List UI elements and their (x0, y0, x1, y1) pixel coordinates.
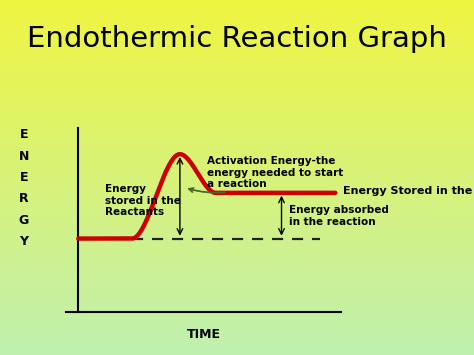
Text: G: G (18, 214, 29, 226)
Text: Energy
stored in the
Reactants: Energy stored in the Reactants (105, 184, 181, 218)
Text: N: N (18, 150, 29, 163)
Text: Y: Y (19, 235, 28, 248)
Text: Endothermic Reaction Graph: Endothermic Reaction Graph (27, 25, 447, 53)
Text: Energy absorbed
in the reaction: Energy absorbed in the reaction (289, 205, 389, 226)
Text: Activation Energy-the
energy needed to start
a reaction: Activation Energy-the energy needed to s… (189, 156, 343, 193)
Text: TIME: TIME (187, 328, 221, 341)
Text: Energy Stored in the Products: Energy Stored in the Products (343, 186, 474, 196)
Text: E: E (19, 171, 28, 184)
Text: R: R (19, 192, 28, 205)
Text: E: E (19, 129, 28, 141)
